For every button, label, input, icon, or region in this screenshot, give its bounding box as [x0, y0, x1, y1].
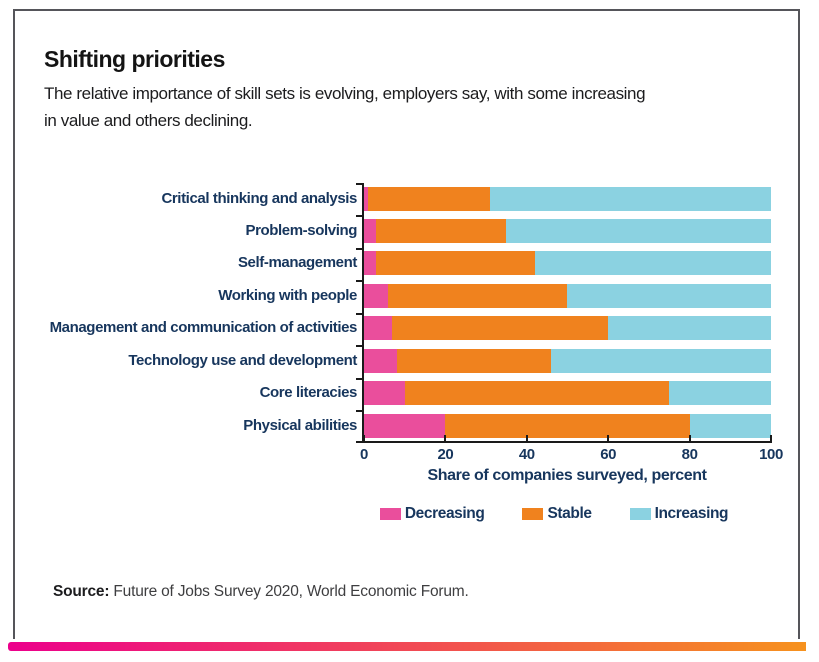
- y-axis-tick: [356, 312, 363, 315]
- category-label: Technology use and development: [128, 351, 357, 369]
- bar-track: [364, 348, 771, 373]
- y-axis-tick: [356, 247, 363, 250]
- x-axis-tick: [607, 434, 610, 441]
- bar-segment-stable: [445, 413, 690, 438]
- category-label: Self-management: [237, 254, 357, 272]
- bar-segment-decreasing: [364, 348, 397, 373]
- bar-segment-stable: [376, 251, 535, 276]
- x-tick-label: 0: [360, 446, 368, 463]
- x-axis-line: [356, 440, 772, 443]
- y-axis-tick: [356, 280, 363, 283]
- legend-item-increasing: Increasing: [629, 505, 729, 523]
- bar-segment-decreasing: [364, 413, 446, 438]
- x-axis-tick: [688, 434, 691, 441]
- x-tick-label: 80: [681, 446, 698, 463]
- y-axis-tick: [356, 345, 363, 348]
- y-axis-tick: [356, 377, 363, 380]
- category-label: Core literacies: [259, 384, 358, 402]
- bar-segment-increasing: [608, 316, 771, 341]
- legend-item-stable: Stable: [522, 505, 592, 523]
- x-tick-label: 60: [600, 446, 617, 463]
- x-axis-label: Share of companies surveyed, percent: [427, 467, 707, 484]
- category-label: Working with people: [218, 286, 357, 304]
- legend-item-decreasing: Decreasing: [379, 505, 485, 523]
- bottom-accent-bar: [8, 642, 806, 651]
- bar-segment-decreasing: [364, 186, 369, 211]
- y-axis-tick: [356, 215, 363, 218]
- category-label: Physical abilities: [243, 416, 357, 434]
- legend-label: Decreasing: [404, 505, 485, 522]
- bar-segment-stable: [404, 381, 670, 406]
- x-axis-tick: [525, 434, 528, 441]
- bar-segment-decreasing: [364, 316, 393, 341]
- source-label: Source:: [53, 582, 110, 600]
- x-tick-label: 100: [759, 446, 783, 463]
- bar-segment-stable: [396, 348, 552, 373]
- bar-segment-increasing: [534, 251, 771, 276]
- bar-segment-increasing: [669, 381, 771, 406]
- bar-track: [364, 381, 771, 406]
- x-tick-label: 20: [437, 446, 454, 463]
- bar-segment-increasing: [551, 348, 771, 373]
- bar-track: [364, 218, 771, 243]
- bar-segment-stable: [368, 186, 491, 211]
- chart-legend: Decreasing Stable Increasing: [344, 505, 764, 523]
- y-axis-line: [362, 183, 364, 443]
- legend-swatch-stable: [522, 508, 544, 520]
- bar-segment-decreasing: [364, 381, 405, 406]
- figure-subtitle: The relative importance of skill sets is…: [44, 80, 764, 134]
- x-axis-tick: [444, 434, 447, 441]
- bar-segment-decreasing: [364, 283, 389, 308]
- figure-title: Shifting priorities: [44, 46, 225, 72]
- bar-segment-stable: [388, 283, 568, 308]
- bar-track: [364, 186, 771, 211]
- bar-segment-increasing: [490, 186, 771, 211]
- x-axis-tick: [770, 434, 772, 441]
- bar-track: [364, 251, 771, 276]
- category-label: Management and communication of activiti…: [49, 319, 358, 337]
- legend-label: Stable: [547, 505, 592, 522]
- source-note: Source: Future of Jobs Survey 2020, Worl…: [53, 583, 469, 601]
- legend-swatch-decreasing: [379, 508, 401, 520]
- bar-segment-increasing: [567, 283, 771, 308]
- bar-segment-increasing: [689, 413, 771, 438]
- legend-label: Increasing: [654, 505, 729, 522]
- x-tick-label: 40: [518, 446, 535, 463]
- bar-segment-increasing: [506, 218, 771, 243]
- bar-track: [364, 413, 771, 438]
- bar-segment-decreasing: [364, 218, 377, 243]
- source-text: Future of Jobs Survey 2020, World Econom…: [109, 582, 469, 600]
- bar-segment-stable: [392, 316, 609, 341]
- legend-swatch-increasing: [629, 508, 651, 520]
- category-label: Problem-solving: [245, 221, 357, 239]
- bar-segment-stable: [376, 218, 507, 243]
- bar-track: [364, 283, 771, 308]
- figure-subtitle-line2: in value and others declining.: [44, 111, 253, 130]
- bar-segment-decreasing: [364, 251, 377, 276]
- category-label: Critical thinking and analysis: [161, 189, 357, 207]
- x-axis-tick: [363, 434, 365, 441]
- y-axis-tick: [356, 410, 363, 413]
- y-axis-tick: [356, 183, 363, 185]
- figure-subtitle-line1: The relative importance of skill sets is…: [44, 84, 646, 103]
- bar-track: [364, 316, 771, 341]
